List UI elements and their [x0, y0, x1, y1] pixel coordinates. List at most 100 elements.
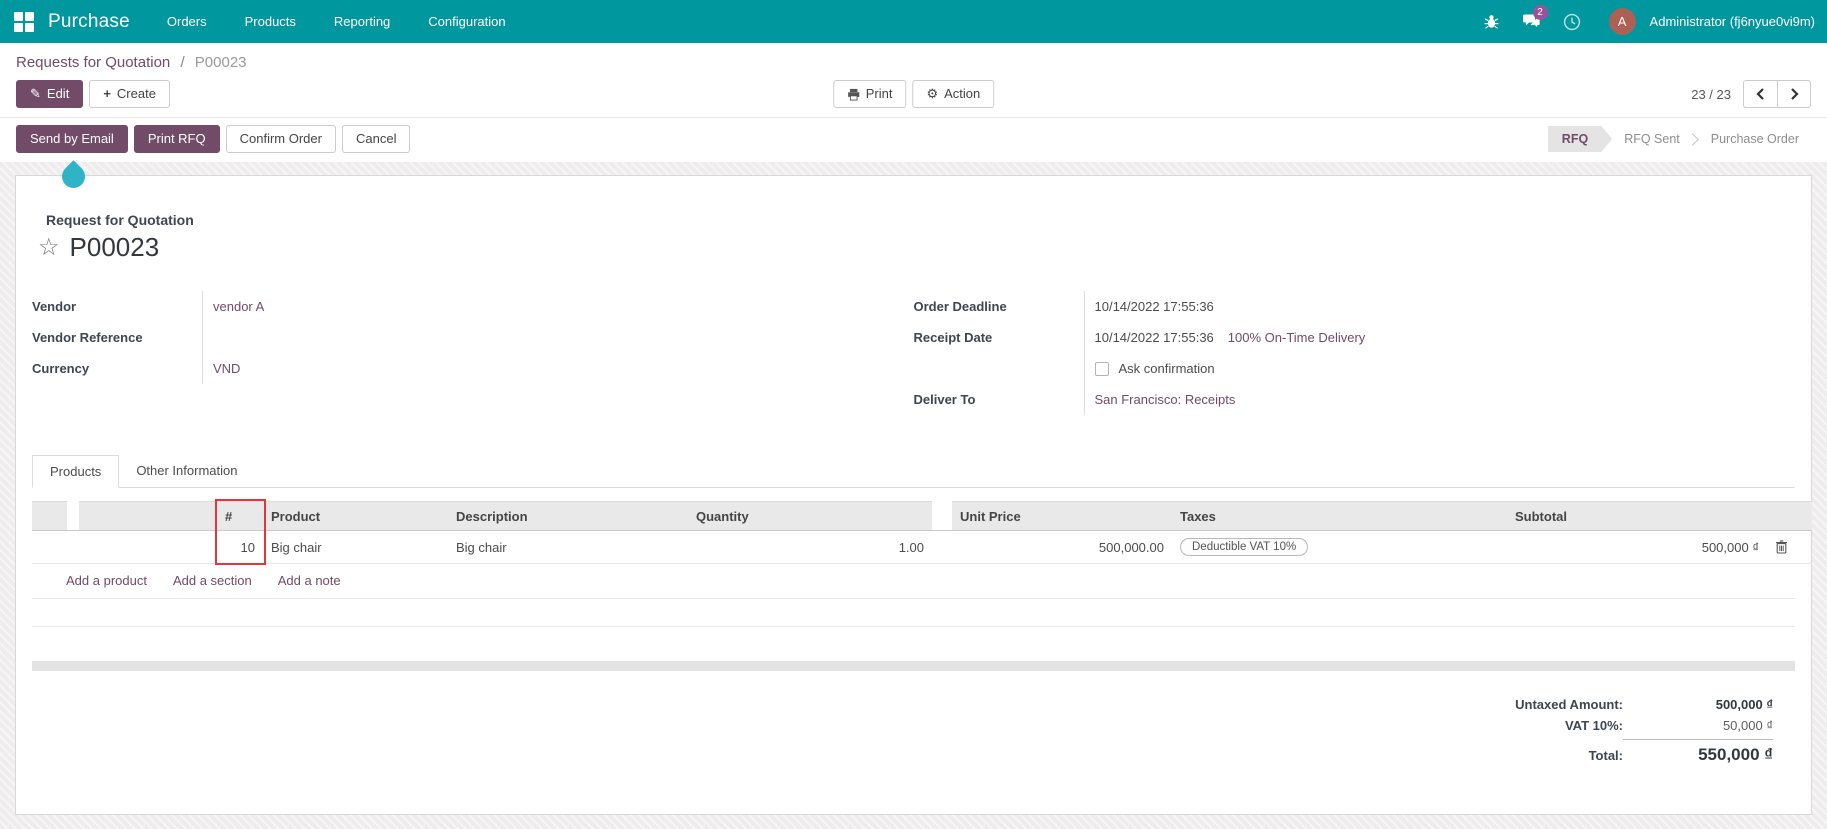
- row-subtotal: 500,000 ₫: [1507, 530, 1767, 564]
- main-menu: Orders Products Reporting Configuration: [148, 0, 525, 43]
- ask-confirmation-checkbox[interactable]: [1094, 361, 1109, 376]
- delete-column-header: [1767, 501, 1812, 531]
- favorite-star-icon[interactable]: ☆: [38, 233, 60, 261]
- order-deadline-label: Order Deadline: [913, 299, 1007, 314]
- list-add-links: Add a product Add a section Add a note: [32, 564, 1795, 599]
- on-time-delivery-link[interactable]: 100% On-Time Delivery: [1227, 330, 1366, 345]
- vat-value: 50,000 ₫: [1722, 718, 1773, 733]
- field-groups: Vendor vendor A Vendor Reference Currenc…: [32, 291, 1795, 415]
- total-label: Total:: [1588, 748, 1623, 763]
- chevron-left-icon: [1756, 88, 1765, 100]
- menu-products[interactable]: Products: [244, 14, 296, 29]
- trash-icon[interactable]: [1775, 540, 1804, 554]
- row-quantity[interactable]: 1.00: [688, 530, 932, 564]
- totals-block: Untaxed Amount: 500,000 ₫ VAT 10%: 50,00…: [32, 697, 1795, 771]
- receipt-date-label: Receipt Date: [913, 330, 993, 345]
- untaxed-amount-label: Untaxed Amount:: [1515, 697, 1623, 712]
- untaxed-amount-value: 500,000 ₫: [1715, 697, 1773, 712]
- control-buttons-row: ✎ Edit + Create Print ⚙ Action 23 / 23: [0, 73, 1827, 117]
- pencil-icon: ✎: [30, 86, 41, 101]
- vendor-value[interactable]: vendor A: [213, 299, 265, 314]
- section-divider-bar: [32, 661, 1795, 671]
- control-panel: Requests for Quotation / P00023 ✎ Edit +…: [0, 43, 1827, 162]
- plus-icon: +: [103, 86, 111, 101]
- seq-column-header: #: [217, 501, 263, 531]
- tab-other-information[interactable]: Other Information: [136, 463, 238, 478]
- order-deadline-value[interactable]: 10/14/2022 17:55:36: [1094, 299, 1214, 314]
- onboarding-drop-icon: [57, 160, 90, 193]
- apps-menu-icon[interactable]: [14, 11, 34, 32]
- edit-button[interactable]: ✎ Edit: [16, 80, 84, 108]
- order-lines-table: # Product Description Quantity Unit Pric…: [32, 501, 1812, 564]
- notebook-tabs: Products Other Information: [32, 455, 1795, 488]
- menu-configuration[interactable]: Configuration: [428, 14, 506, 29]
- empty-list-area: [32, 599, 1795, 627]
- unit-price-column-header: Unit Price: [952, 501, 1172, 531]
- confirm-order-button[interactable]: Confirm Order: [225, 125, 336, 153]
- table-header-row: # Product Description Quantity Unit Pric…: [32, 501, 1812, 531]
- statusbar-row: Send by Email Print RFQ Confirm Order Ca…: [0, 117, 1827, 162]
- print-button[interactable]: Print: [832, 80, 907, 108]
- chevron-right-icon: [1790, 88, 1799, 100]
- user-menu[interactable]: Administrator (fj6nyue0vi9m): [1649, 14, 1815, 29]
- tab-products[interactable]: Products: [32, 455, 120, 488]
- form-view-background: Request for Quotation ☆ P00023 Vendor ve…: [0, 160, 1827, 829]
- status-pipeline: RFQ RFQ Sent Purchase Order: [1548, 126, 1811, 153]
- vendor-reference-label: Vendor Reference: [32, 330, 143, 345]
- printer-icon: [847, 88, 860, 101]
- cancel-button[interactable]: Cancel: [341, 125, 411, 153]
- vendor-label: Vendor: [32, 299, 77, 314]
- currency-value[interactable]: VND: [213, 361, 241, 376]
- stage-purchase-order[interactable]: Purchase Order: [1710, 132, 1799, 146]
- deliver-to-value[interactable]: San Francisco: Receipts: [1094, 392, 1236, 407]
- document-name: P00023: [69, 232, 160, 262]
- top-navbar: Purchase Orders Products Reporting Confi…: [0, 0, 1827, 43]
- row-description[interactable]: Big chair: [448, 530, 688, 564]
- row-handle-cell: [32, 530, 67, 564]
- order-line-row[interactable]: 10 Big chair Big chair 1.00 500,000.00 D…: [32, 530, 1812, 564]
- subtotal-column-header: Subtotal: [1507, 501, 1767, 531]
- activities-clock-icon[interactable]: [1555, 0, 1589, 43]
- create-button[interactable]: + Create: [89, 80, 170, 108]
- print-rfq-button[interactable]: Print RFQ: [133, 125, 220, 153]
- description-column-header: Description: [448, 501, 688, 531]
- app-brand[interactable]: Purchase: [48, 10, 130, 32]
- receipt-date-value[interactable]: 10/14/2022 17:55:36: [1094, 330, 1214, 345]
- delete-row-cell: [1767, 530, 1812, 564]
- breadcrumb: Requests for Quotation / P00023: [0, 43, 1827, 73]
- vat-label: VAT 10%:: [1564, 718, 1623, 733]
- menu-reporting[interactable]: Reporting: [333, 14, 391, 29]
- breadcrumb-separator: /: [180, 54, 185, 71]
- send-by-email-button[interactable]: Send by Email: [16, 125, 128, 153]
- add-a-section-link[interactable]: Add a section: [172, 573, 252, 588]
- form-sheet: Request for Quotation ☆ P00023 Vendor ve…: [15, 160, 1812, 815]
- stage-rfq[interactable]: RFQ: [1548, 126, 1612, 152]
- doc-type-label: Request for Quotation: [46, 212, 194, 228]
- menu-orders[interactable]: Orders: [166, 14, 207, 29]
- row-product[interactable]: Big chair: [263, 530, 448, 564]
- messages-count-badge: 2: [1532, 5, 1548, 20]
- navbar-right: 2 A Administrator (fj6nyue0vi9m): [1475, 0, 1815, 43]
- add-a-product-link[interactable]: Add a product: [66, 573, 147, 588]
- debug-bug-icon[interactable]: [1475, 0, 1509, 43]
- spacer-column-header: [79, 501, 217, 531]
- action-button[interactable]: ⚙ Action: [912, 80, 995, 108]
- pager-next-button[interactable]: [1777, 80, 1811, 108]
- stage-rfq-sent[interactable]: RFQ Sent: [1624, 132, 1680, 146]
- messages-icon[interactable]: 2: [1515, 0, 1549, 43]
- row-seq[interactable]: 10: [217, 530, 263, 564]
- currency-label: Currency: [32, 361, 90, 376]
- add-a-note-link[interactable]: Add a note: [277, 573, 341, 588]
- row-unit-price[interactable]: 500,000.00: [952, 530, 1172, 564]
- pager-count: 23 / 23: [1691, 86, 1731, 102]
- pager-previous-button[interactable]: [1743, 80, 1777, 108]
- ask-confirmation-label: Ask confirmation: [1118, 361, 1215, 376]
- total-value: 550,000 ₫: [1623, 739, 1773, 765]
- user-avatar[interactable]: A: [1608, 8, 1636, 35]
- tax-badge[interactable]: Deductible VAT 10%: [1180, 538, 1309, 556]
- gear-icon: ⚙: [926, 86, 939, 101]
- breadcrumb-current: P00023: [194, 54, 247, 71]
- breadcrumb-parent[interactable]: Requests for Quotation: [16, 54, 171, 71]
- taxes-column-header: Taxes: [1172, 501, 1507, 531]
- deliver-to-label: Deliver To: [913, 392, 976, 407]
